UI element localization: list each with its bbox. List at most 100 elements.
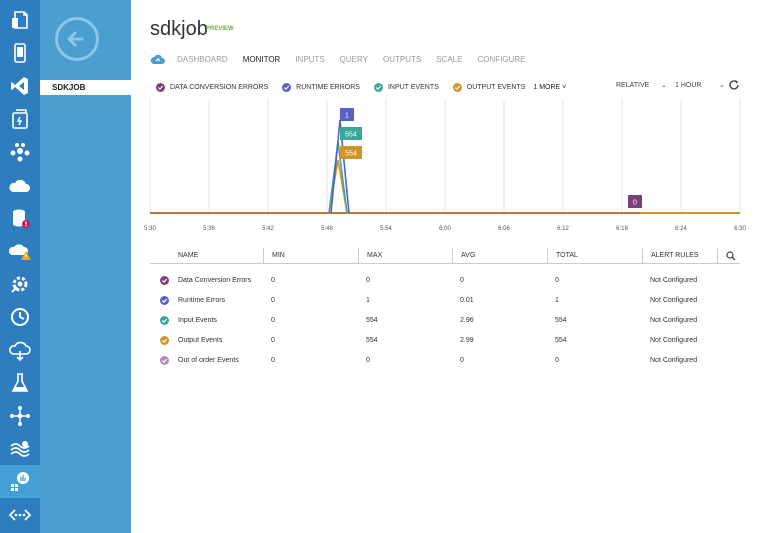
tab-inputs[interactable]: INPUTS bbox=[295, 54, 325, 64]
column-header[interactable]: ALERT RULES bbox=[642, 248, 717, 264]
column-header[interactable]: MIN bbox=[263, 248, 358, 264]
table-cell: 0 bbox=[271, 317, 275, 324]
rail-item[interactable] bbox=[0, 69, 40, 102]
table-cell: Not Configured bbox=[650, 317, 698, 324]
metric-toggle[interactable]: DATA CONVERSION ERRORS bbox=[156, 82, 268, 92]
data-label: 554 bbox=[340, 146, 362, 159]
data-label-box bbox=[340, 127, 362, 140]
tab-configure[interactable]: CONFIGURE bbox=[477, 54, 526, 64]
back-button[interactable] bbox=[55, 17, 99, 61]
rail-item[interactable] bbox=[0, 36, 40, 69]
table-row[interactable]: Runtime Errors 0 1 0.01 1 Not Configured bbox=[150, 291, 740, 311]
table-row[interactable]: Output Events 0 554 2.99 554 Not Configured bbox=[150, 331, 740, 351]
rail-item[interactable] bbox=[0, 300, 40, 333]
x-tick-label: 5:30 bbox=[144, 226, 156, 232]
chevron-down-icon[interactable]: ⌄ bbox=[719, 82, 725, 89]
metric-toggle[interactable]: RUNTIME ERRORS bbox=[282, 82, 360, 92]
table-cell: Not Configured bbox=[650, 277, 698, 284]
table-row[interactable]: Data Conversion Errors 0 0 0 0 Not Configured bbox=[150, 271, 740, 291]
tab-query[interactable]: QUERY bbox=[339, 54, 368, 64]
rail-item[interactable] bbox=[0, 399, 40, 432]
rail-item[interactable] bbox=[0, 3, 40, 36]
table-cell: 0 bbox=[555, 357, 559, 364]
status-check-icon bbox=[160, 296, 169, 305]
table-cell: 1 bbox=[555, 297, 559, 304]
metric-toggle[interactable]: OUTPUT EVENTS bbox=[452, 82, 525, 92]
table-cell: 2.99 bbox=[460, 337, 474, 344]
web-sites-icon bbox=[12, 10, 28, 29]
table-cell: 554 bbox=[366, 337, 378, 344]
monitor-icon bbox=[11, 471, 29, 491]
alert-cloud-icon bbox=[8, 243, 31, 260]
rail-item[interactable] bbox=[0, 168, 40, 201]
metrics-chart: 5:30 5:36 5:42 5:48 5:54 6:00 6:06 6:12 6:18 6:24… bbox=[144, 96, 746, 232]
data-label: 0 bbox=[628, 195, 642, 208]
table-row[interactable]: Out of order Events 0 0 0 0 Not Configured bbox=[150, 351, 740, 371]
time-range-select[interactable]: 1 HOUR bbox=[675, 82, 702, 89]
stream-analytics-cloud-icon bbox=[150, 54, 165, 64]
data-label-text: 1 bbox=[345, 113, 349, 120]
visual-studio-icon bbox=[11, 76, 28, 95]
mobile-services-icon bbox=[14, 42, 26, 63]
rail-item[interactable] bbox=[0, 201, 40, 234]
rail-item[interactable] bbox=[0, 102, 40, 135]
metric-toggle[interactable]: INPUT EVENTS bbox=[373, 82, 439, 92]
rail-item[interactable] bbox=[0, 135, 40, 168]
table-cell: 0 bbox=[460, 277, 464, 284]
more-metrics-label: 1 MORE bbox=[533, 83, 561, 91]
column-header[interactable]: NAME bbox=[178, 252, 199, 259]
column-header[interactable]: AVG bbox=[452, 248, 547, 264]
refresh-icon[interactable] bbox=[728, 79, 740, 91]
table-cell: 0 bbox=[271, 297, 275, 304]
table-cell: 1 bbox=[366, 297, 370, 304]
scheduler-icon bbox=[11, 307, 29, 326]
metric-selector: DATA CONVERSION ERRORS RUNTIME ERRORS INPU… bbox=[156, 82, 566, 92]
table-row[interactable]: Input Events 0 554 2.96 554 Not Configured bbox=[150, 311, 740, 331]
table-cell: 0.01 bbox=[460, 297, 474, 304]
data-label-text: 0 bbox=[633, 200, 637, 207]
x-tick-label: 5:42 bbox=[262, 226, 274, 232]
x-tick-label: 5:54 bbox=[380, 226, 392, 232]
table-body: Data Conversion Errors 0 0 0 0 Not Configured… bbox=[150, 264, 740, 371]
rail-item[interactable] bbox=[0, 432, 40, 465]
table-cell: 554 bbox=[366, 317, 378, 324]
chevron-down-icon: ˅ bbox=[560, 83, 567, 91]
cloud-services-icon bbox=[9, 179, 30, 192]
status-check-icon bbox=[160, 356, 169, 365]
secondary-nav: SDKJOB bbox=[40, 0, 131, 533]
table-cell: Out of order Events bbox=[178, 357, 239, 364]
table-cell: 0 bbox=[460, 357, 464, 364]
table-header: NAME MIN MAX AVG TOTAL ALERT RULES bbox=[150, 248, 740, 264]
column-header[interactable]: MAX bbox=[358, 248, 452, 264]
hdinsight-icon bbox=[10, 142, 30, 161]
table-cell: Runtime Errors bbox=[178, 297, 226, 304]
preview-badge: PREVIEW bbox=[206, 26, 234, 32]
tab-dashboard[interactable]: DASHBOARD bbox=[177, 54, 228, 64]
data-label: 554 bbox=[340, 127, 362, 140]
time-mode-select[interactable]: RELATIVE bbox=[616, 82, 650, 89]
check-circle-icon bbox=[282, 82, 292, 92]
rail-item[interactable] bbox=[0, 267, 40, 300]
x-tick-label: 6:00 bbox=[439, 226, 451, 232]
table-cell: 0 bbox=[366, 357, 370, 364]
chevron-down-icon[interactable]: ⌄ bbox=[661, 82, 667, 89]
x-tick-label: 6:06 bbox=[498, 226, 510, 232]
nav-item-sdkjob[interactable]: SDKJOB bbox=[40, 80, 131, 95]
status-check-icon bbox=[160, 316, 169, 325]
table-cell: 554 bbox=[555, 337, 567, 344]
tab-scale[interactable]: SCALE bbox=[436, 54, 463, 64]
rail-item[interactable] bbox=[0, 333, 40, 366]
column-divider bbox=[717, 248, 740, 264]
search-icon[interactable] bbox=[726, 251, 736, 261]
x-tick-label: 6:12 bbox=[557, 226, 569, 232]
column-header[interactable]: TOTAL bbox=[547, 248, 642, 264]
tab-monitor[interactable]: MONITOR bbox=[242, 54, 281, 64]
tab-outputs[interactable]: OUTPUTS bbox=[382, 54, 422, 64]
status-check-icon bbox=[160, 276, 169, 285]
rail-item[interactable] bbox=[0, 498, 40, 531]
rail-item[interactable] bbox=[0, 366, 40, 399]
rail-item[interactable] bbox=[0, 465, 40, 498]
data-label-box bbox=[340, 146, 362, 159]
rail-item[interactable] bbox=[0, 234, 40, 267]
more-metrics-button[interactable]: 1 MORE ˅ bbox=[533, 84, 566, 91]
